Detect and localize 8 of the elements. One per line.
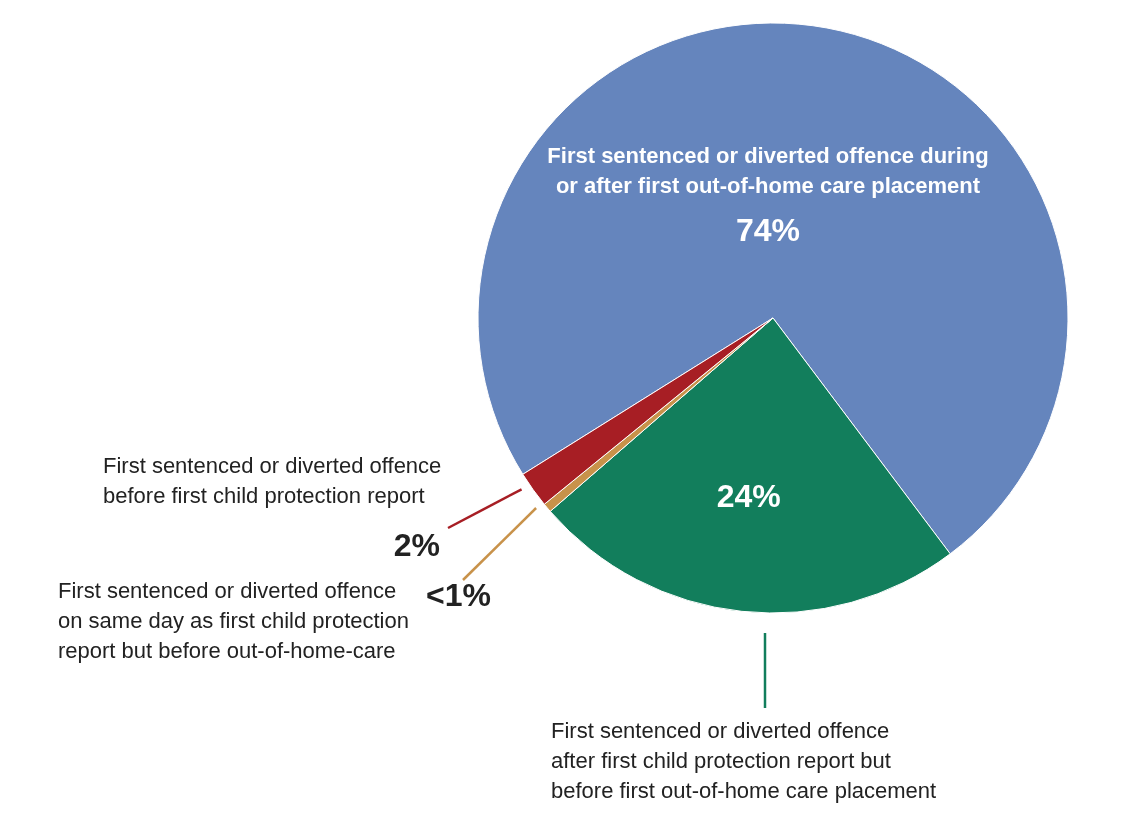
slice-label: First sentenced or diverted offence before first child protection report	[103, 453, 442, 508]
slice-label: First sentenced or diverted offence during or after first out-of-home care placement	[547, 143, 989, 198]
data-label: <1%	[426, 577, 491, 613]
data-label: 74%	[735, 212, 801, 248]
slice-label: First sentenced or diverted offence on same day as first child protection report but before out-of-home-care	[58, 578, 409, 663]
data-label: 24%	[716, 477, 781, 514]
slice-label: First sentenced or diverted offence after first child protection report but before first out-of-home care placement	[551, 718, 937, 803]
data-label: 2%	[393, 527, 440, 563]
